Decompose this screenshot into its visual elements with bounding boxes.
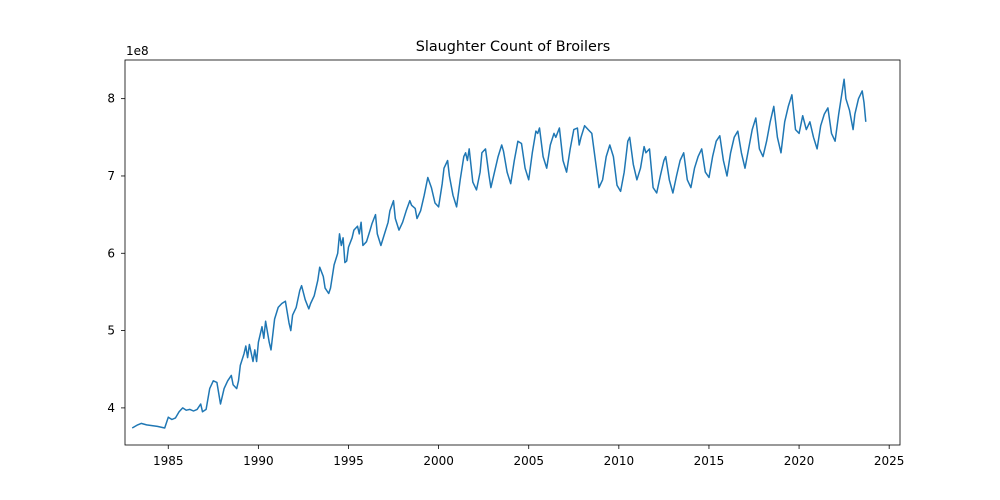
axes-frame	[124, 59, 901, 446]
x-tick-label: 2000	[423, 454, 454, 468]
y-offset-label: 1e8	[126, 44, 149, 58]
x-tick-label: 2025	[874, 454, 905, 468]
x-tick-label: 2005	[513, 454, 544, 468]
x-tick-label: 1990	[243, 454, 274, 468]
y-tick-label: 6	[107, 246, 115, 260]
x-tick-label: 2020	[784, 454, 815, 468]
y-axis: 4 5 6 7 8	[107, 92, 125, 415]
x-axis: 1985 1990 1995 2000 2005 2010 2015 2020 2025	[153, 445, 904, 468]
x-tick-label: 1985	[153, 454, 184, 468]
y-tick-label: 4	[107, 401, 115, 415]
series-line	[131, 78, 867, 429]
y-tick-label: 7	[107, 169, 115, 183]
y-tick-label: 5	[107, 324, 115, 338]
y-tick-label: 8	[107, 92, 115, 106]
plot-area	[124, 59, 901, 446]
chart-title: Slaughter Count of Broilers	[416, 39, 611, 55]
x-tick-label: 1995	[333, 454, 364, 468]
x-tick-label: 2010	[604, 454, 635, 468]
x-tick-label: 2015	[694, 454, 725, 468]
